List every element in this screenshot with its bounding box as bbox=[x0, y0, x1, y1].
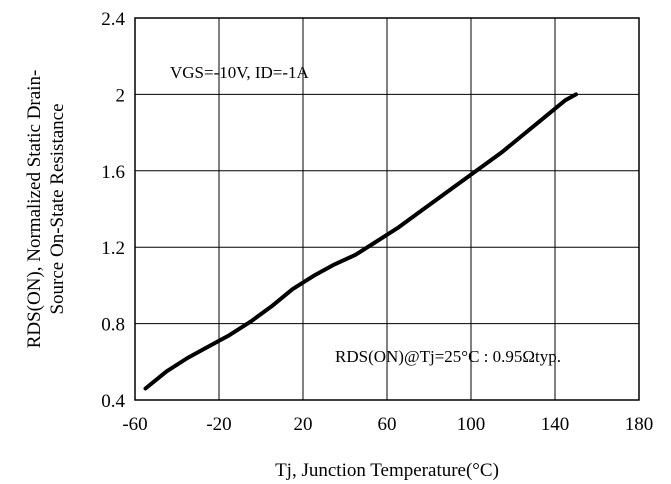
plot-frame bbox=[134, 17, 640, 401]
x-tick-label: -20 bbox=[206, 414, 231, 435]
x-tick-labels: -60 -20 20 60 100 140 180 bbox=[122, 414, 653, 435]
x-axis-label: Tj, Junction Temperature(°C) bbox=[275, 460, 499, 481]
x-tick-label: -60 bbox=[122, 414, 147, 435]
series-group bbox=[143, 92, 578, 391]
y-axis-label-line-2: Source On-State Resistance bbox=[47, 103, 68, 314]
x-tick-label: 180 bbox=[625, 414, 654, 435]
typical-annotation: RDS(ON)@Tj=25°C : 0.95Ωtyp. bbox=[335, 347, 561, 366]
x-tick-label: 60 bbox=[378, 414, 397, 435]
y-tick-label: 2.4 bbox=[101, 9, 125, 30]
condition-annotation: VGS=-10V, ID=-1A bbox=[170, 63, 310, 82]
y-tick-label: 1.2 bbox=[101, 238, 125, 259]
x-tick-label: 100 bbox=[457, 414, 486, 435]
y-axis-label-line-1: RDS(ON), Normalized Static Drain- bbox=[24, 70, 45, 349]
y-tick-labels: 0.4 0.8 1.2 1.6 2 2.4 bbox=[101, 9, 125, 412]
series-line-0 bbox=[143, 92, 578, 391]
y-tick-label: 1.6 bbox=[101, 162, 125, 183]
y-tick-label: 2 bbox=[116, 85, 126, 106]
x-tick-label: 20 bbox=[294, 414, 313, 435]
y-tick-label: 0.4 bbox=[101, 391, 125, 412]
x-tick-label: 140 bbox=[541, 414, 570, 435]
y-tick-label: 0.8 bbox=[101, 315, 125, 336]
